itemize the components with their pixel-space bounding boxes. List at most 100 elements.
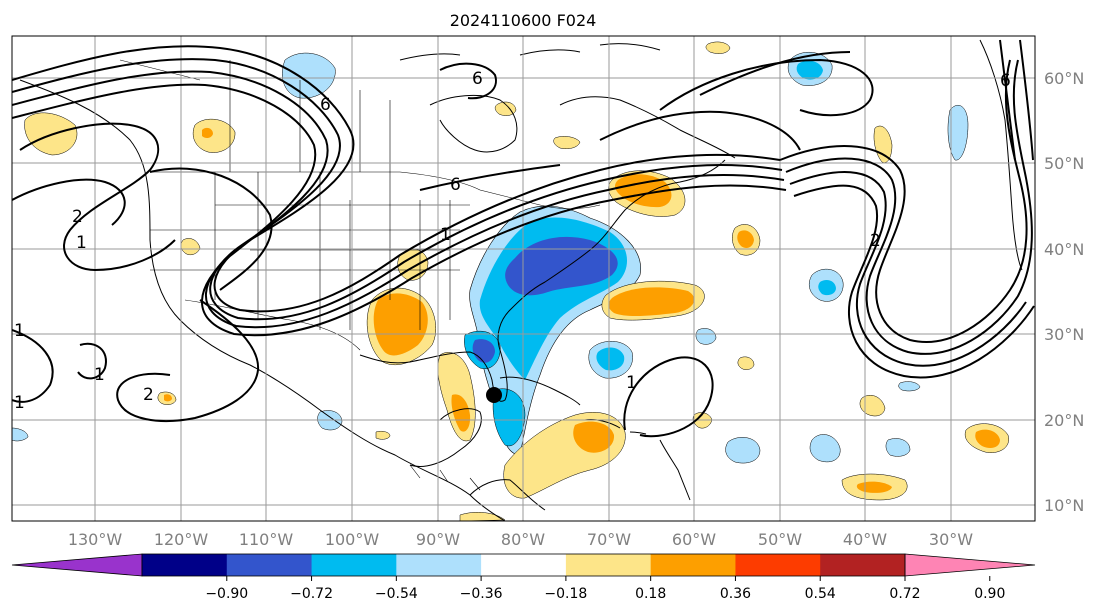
- storm-center-dot: [486, 387, 502, 403]
- colorbar-tick-label: 0.90: [974, 586, 1005, 602]
- pos-region-pacific-south: [459, 512, 506, 521]
- boundary-us-canada: [150, 171, 601, 210]
- lat-label: 40°N: [1044, 240, 1084, 259]
- neg-region-greenland: [947, 105, 969, 161]
- contour-band-2: [12, 58, 783, 321]
- contour-label: 1: [440, 225, 451, 245]
- contour-label: 1: [94, 365, 105, 385]
- colorbar: −0.90 −0.72 −0.54 −0.36 −0.18 0.18 0.36 0.54 0.7…: [11, 553, 1036, 602]
- colorbar-extension-low: [11, 553, 143, 577]
- neg-region-canada: [282, 52, 336, 99]
- contour-west-loop: [19, 122, 176, 272]
- colorbar-cell: [650, 554, 736, 576]
- colorbar-extension-high: [904, 553, 1036, 577]
- colorbar-tick-label: 0.54: [805, 586, 836, 602]
- colorbar-cell: [565, 554, 652, 576]
- lon-label: 130°W: [68, 530, 123, 549]
- colorbar-cell: [481, 554, 567, 576]
- lon-label: 100°W: [325, 530, 380, 549]
- neg-region-atlantic-1-core: [596, 347, 625, 371]
- contour-canada-6: [439, 62, 497, 100]
- pos-region-atlantic-3-core: [856, 481, 892, 493]
- pos-region-atlantic-5: [859, 395, 886, 417]
- coastline-gulf-of-mexico: [359, 159, 726, 402]
- lon-label: 30°W: [929, 530, 973, 549]
- contour-label: 6: [320, 95, 331, 115]
- contour-label: 2: [143, 385, 154, 405]
- pos-region-caribbean-core: [573, 421, 615, 453]
- pos-region-texas-core: [373, 293, 428, 356]
- positive-anomaly-fields: [24, 41, 1009, 521]
- contour-label-group: 6 6 6 1 2 1 1 2 1 1 1 2 6: [14, 69, 1011, 413]
- neg-region-florida-core: [472, 339, 495, 363]
- colorbar-tick-label: −0.18: [544, 586, 587, 602]
- colorbar-tick-label: −0.72: [290, 586, 333, 602]
- pos-region-pacific-core: [164, 394, 172, 402]
- pos-region-arctic: [705, 41, 731, 54]
- political-boundaries: [119, 59, 601, 491]
- colorbar-cell: [226, 554, 313, 576]
- colorbar-cell: [735, 554, 821, 576]
- contour-atlantic-2: [785, 59, 1033, 355]
- contour-label: 1: [626, 373, 637, 393]
- neg-region-atlantic-5: [885, 438, 911, 457]
- neg-region-pacific-edge: [12, 427, 29, 442]
- boundary-us-mexico: [184, 299, 361, 351]
- pos-region-western-canada: [192, 118, 236, 153]
- contour-south-1: [116, 299, 260, 422]
- colorbar-tick-label: −0.90: [205, 586, 248, 602]
- contour-label: 2: [870, 231, 881, 251]
- contour-caribbean: [623, 356, 714, 438]
- contour-label: 6: [472, 69, 483, 89]
- pos-region-atlantic-2-core: [737, 230, 754, 248]
- coastline-yucatan: [409, 408, 482, 467]
- neg-region-atlantic-6: [695, 328, 717, 345]
- coastline-north-america-west: [19, 79, 506, 521]
- pos-region-atlantic-8: [737, 356, 755, 370]
- coastline-central-america: [469, 479, 546, 511]
- colorbar-cell: [396, 554, 482, 576]
- lon-label: 70°W: [587, 530, 631, 549]
- contour-greenland-1: [999, 39, 1034, 161]
- colorbar-tick-label: 0.72: [889, 586, 920, 602]
- contour-atlantic-4: [793, 184, 1035, 379]
- lon-label: 80°W: [501, 530, 545, 549]
- coastline-labrador: [559, 96, 736, 159]
- neg-region-atlantic-2-core: [818, 280, 836, 296]
- neg-region-atlantic-3: [725, 437, 761, 464]
- colorbar-outline: [141, 553, 906, 577]
- contour-band-1: [12, 45, 781, 313]
- lat-label: 30°N: [1044, 325, 1084, 344]
- neg-region-eastern-us-core: [505, 236, 618, 296]
- contour-label: 2: [72, 207, 83, 227]
- neg-region-atlantic-7: [898, 381, 921, 392]
- map-frame: [11, 35, 1036, 522]
- lon-label: 60°W: [672, 530, 716, 549]
- contour-south-2: [12, 329, 54, 403]
- colorbar-cells: [11, 553, 1036, 577]
- lon-label: 90°W: [416, 530, 460, 549]
- contour-label: 1: [14, 393, 25, 413]
- colorbar-tick-label: −0.36: [460, 586, 503, 602]
- colorbar-tick-label: 0.36: [720, 586, 751, 602]
- pos-region-mexico: [375, 430, 391, 440]
- lesser-antilles-outline: [659, 439, 691, 501]
- contour-label: 1: [14, 321, 25, 341]
- colorbar-ticks: −0.90 −0.72 −0.54 −0.36 −0.18 0.18 0.36 0.54 0.7…: [205, 576, 1005, 602]
- contour-label: 6: [1000, 71, 1011, 91]
- coastline-hudson-bay: [429, 95, 518, 153]
- contour-atlantic-7: [599, 110, 801, 151]
- contour-atlantic-1: [779, 59, 1028, 343]
- lon-label: 40°W: [843, 530, 887, 549]
- cuba-outline: [499, 376, 581, 406]
- pos-region-nova-scotia-core: [615, 174, 672, 208]
- contour-label: 1: [76, 233, 87, 253]
- contour-atlantic-6: [699, 51, 851, 96]
- neg-region-atlantic-4: [809, 434, 841, 463]
- pos-region-gulf-core: [451, 394, 471, 432]
- colorbar-cell: [820, 554, 906, 576]
- lat-label: 60°N: [1044, 69, 1084, 88]
- colorbar-cell: [311, 554, 397, 576]
- negative-anomaly-fields: [12, 52, 969, 464]
- pos-region-atlantic-4-core: [975, 429, 1000, 448]
